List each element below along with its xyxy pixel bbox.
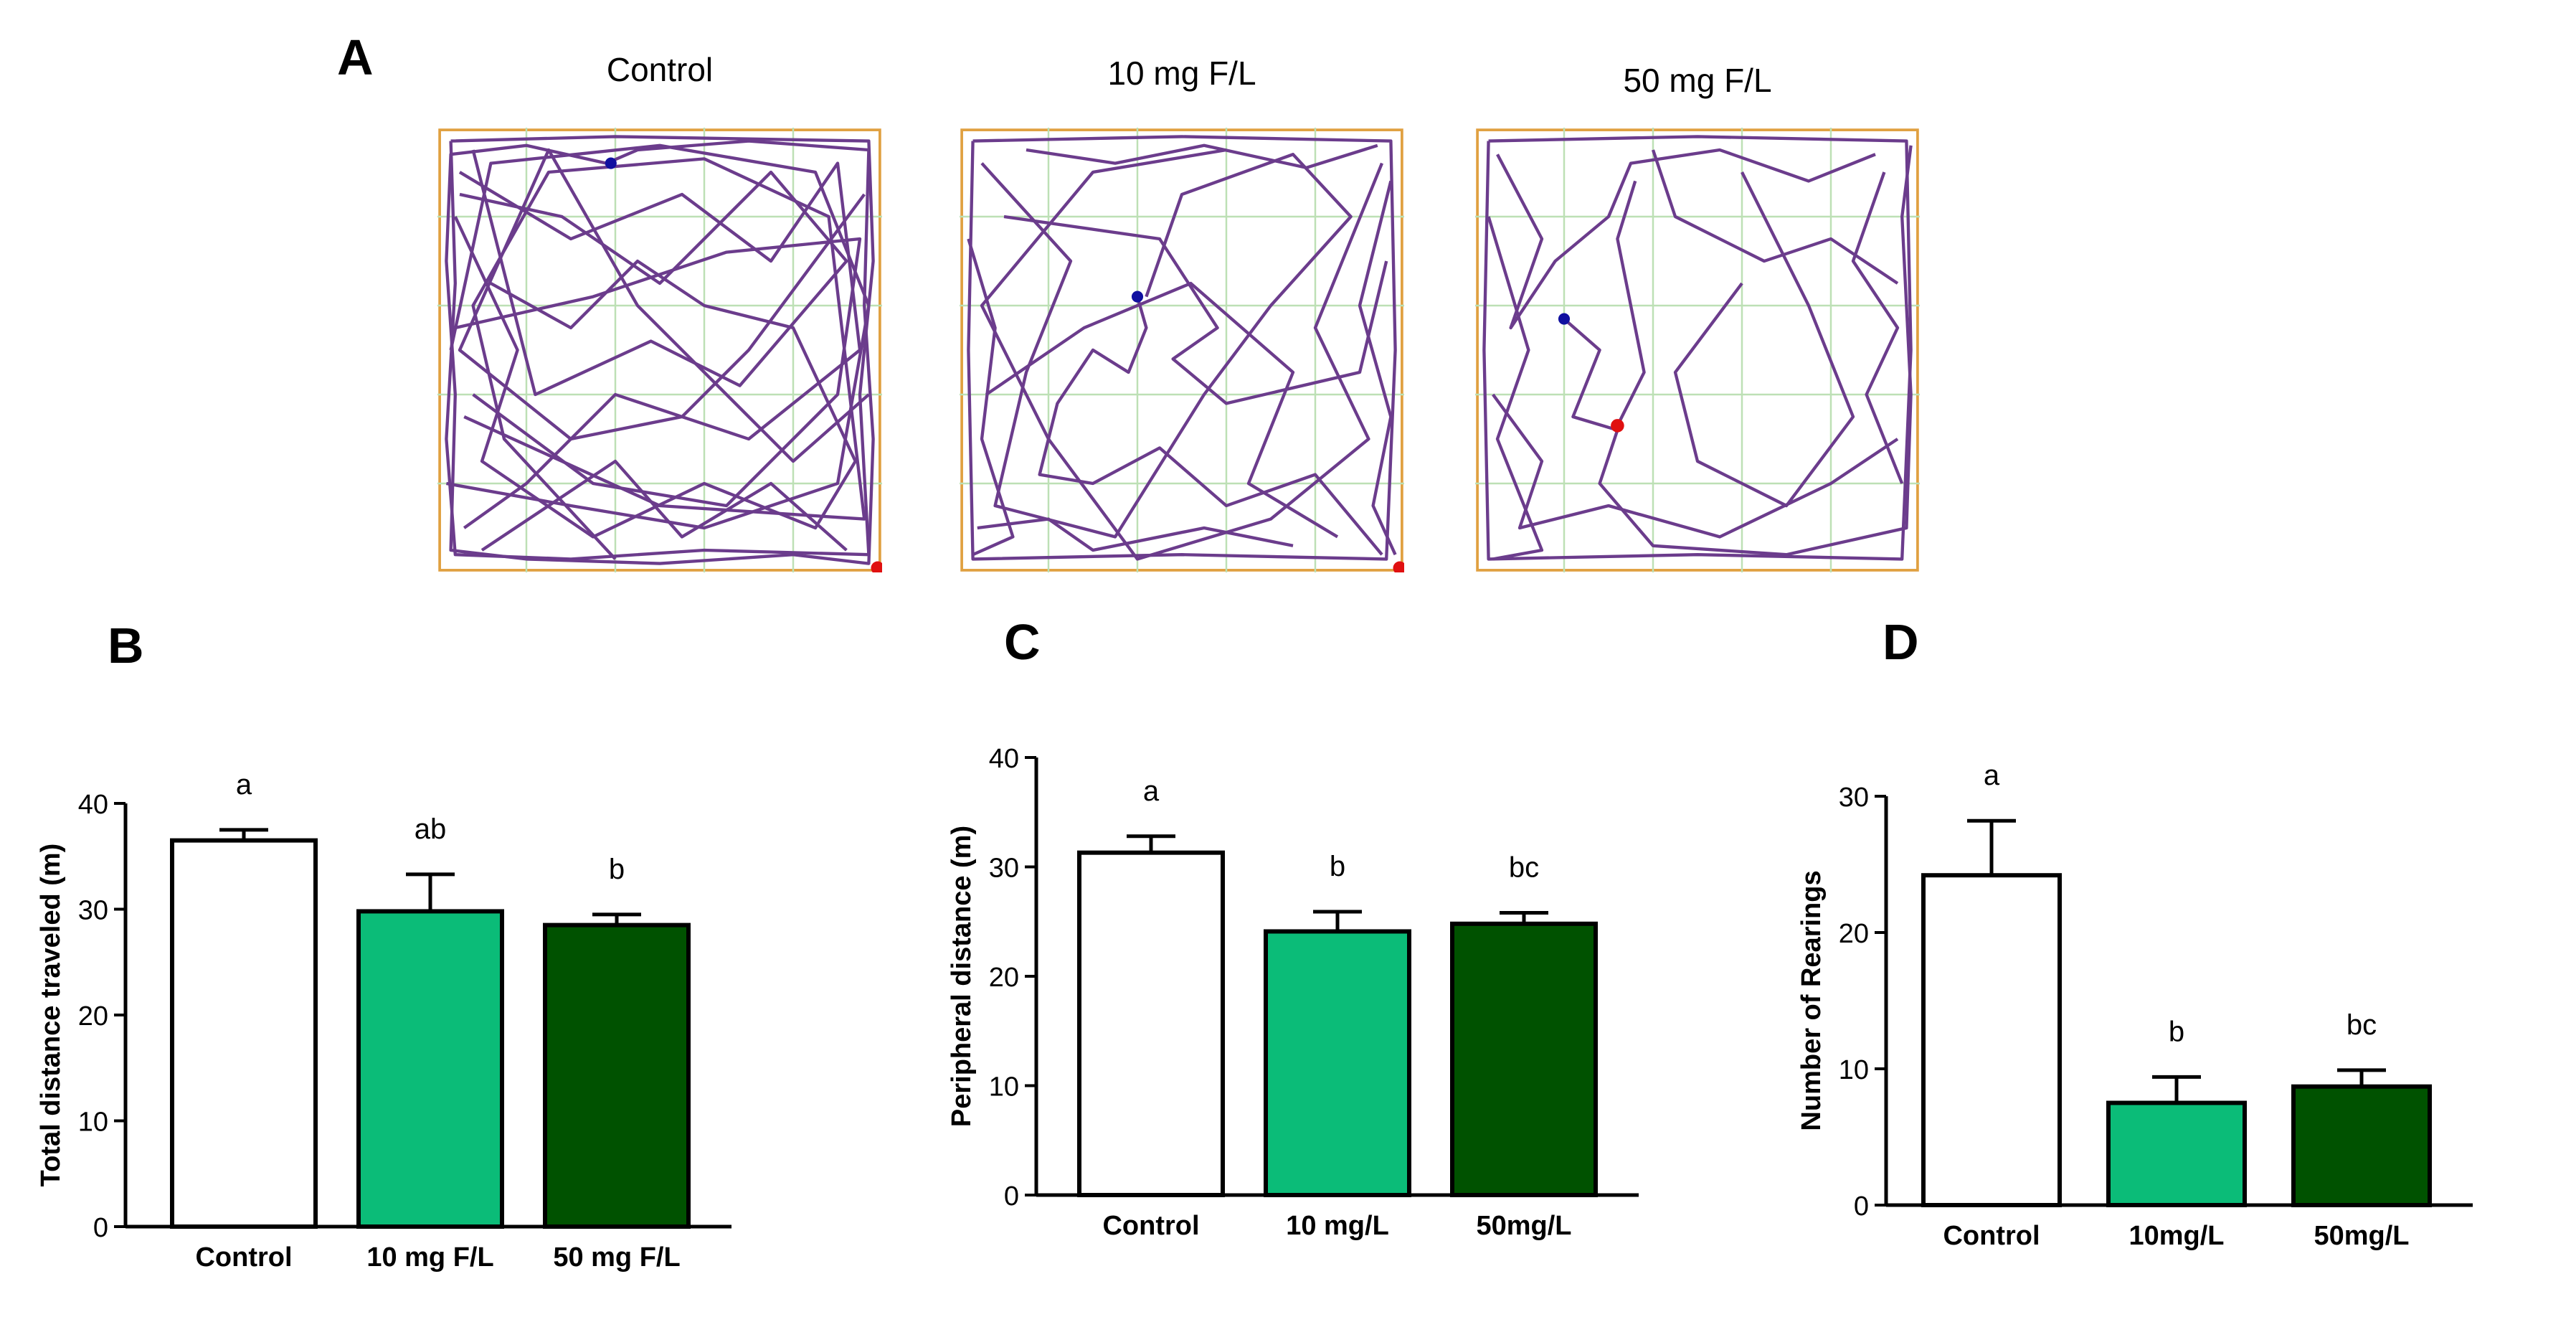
chart-c-svg: 0 10 20 30 40 Peripheral distance (m) a Control…: [947, 744, 1639, 1241]
significance-letter: a: [1984, 760, 2000, 791]
start-dot: [1131, 291, 1144, 303]
significance-letter: b: [2169, 1016, 2184, 1047]
significance-letter: ab: [415, 813, 447, 845]
chart-c: 0 10 20 30 40 Peripheral distance (m) a Control…: [896, 710, 1685, 1284]
x-tick-label: 50 mg F/L: [553, 1242, 680, 1273]
panel-label-c: C: [1004, 614, 1041, 670]
track-title-50mg: 50 mg F/L: [1623, 62, 1772, 99]
end-dot: [871, 561, 882, 572]
bar: [1264, 929, 1411, 1197]
panel-label-d: D: [1883, 614, 1919, 670]
bar: [170, 838, 318, 1229]
significance-letter: b: [1330, 851, 1345, 882]
y-tick-label: 40: [78, 790, 108, 820]
bar: [356, 909, 504, 1229]
panel-label-b: B: [108, 618, 144, 674]
y-tick-label: 30: [989, 854, 1019, 884]
significance-letter: bc: [1509, 852, 1539, 884]
start-dot: [605, 157, 617, 169]
track-title-control: Control: [606, 51, 714, 88]
bar: [2106, 1100, 2247, 1207]
chart-d: 0 10 20 30 Number of Rearings a Control b 10mg/L…: [1779, 710, 2576, 1284]
y-tick-label: 20: [989, 963, 1019, 993]
end-dot: [1611, 419, 1624, 433]
arena-grid: [1475, 128, 1920, 572]
y-tick-label: 20: [1839, 919, 1869, 949]
chart-d-svg: 0 10 20 30 Number of Rearings a Control b 10mg/L…: [1796, 760, 2473, 1251]
arena-control: [437, 128, 882, 572]
y-tick-label: 0: [1854, 1191, 1869, 1222]
x-tick-label: 10mg/L: [2128, 1221, 2224, 1251]
movement-track: [967, 135, 1397, 561]
bar: [1921, 873, 2062, 1207]
track-plot-50mg: [1475, 128, 1920, 572]
arena-50mg: [1475, 128, 1920, 572]
movement-track: [445, 135, 875, 565]
y-tick-label: 40: [989, 744, 1019, 774]
y-axis-label: Number of Rearings: [1796, 870, 1827, 1130]
y-tick-label: 30: [78, 896, 108, 926]
significance-letter: a: [1143, 775, 1160, 807]
x-tick-label: 10 mg/L: [1286, 1211, 1389, 1241]
x-tick-label: Control: [1102, 1211, 1199, 1241]
bar: [543, 922, 691, 1229]
x-tick-label: 50mg/L: [1476, 1211, 1571, 1241]
bar: [1450, 921, 1598, 1197]
panel-label-a: A: [337, 29, 374, 85]
bar: [1077, 850, 1225, 1198]
arena-10mg: [960, 128, 1404, 572]
y-axis-label: Peripheral distance (m): [947, 826, 977, 1127]
track-plot-control: [437, 128, 882, 572]
significance-letter: a: [236, 769, 252, 801]
y-tick-label: 10: [989, 1072, 1019, 1103]
chart-b-svg: 0 10 20 30 40 Total distance traveled (m) a Con…: [36, 769, 731, 1273]
x-tick-label: Control: [1943, 1221, 2040, 1251]
start-dot: [1558, 313, 1571, 325]
end-dot: [1393, 561, 1404, 572]
arena-border: [1476, 128, 1919, 572]
y-axis-label: Total distance traveled (m): [36, 844, 66, 1187]
y-tick-label: 0: [1004, 1181, 1019, 1212]
arena-grid: [960, 128, 1404, 572]
track-plot-10mg: [960, 128, 1404, 572]
y-tick-label: 10: [1839, 1055, 1869, 1085]
bar: [2291, 1084, 2432, 1208]
significance-letter: b: [609, 854, 625, 885]
x-tick-label: Control: [195, 1242, 292, 1273]
y-tick-label: 30: [1839, 783, 1869, 813]
track-title-10mg: 10 mg F/L: [1107, 55, 1256, 92]
y-tick-label: 20: [78, 1001, 108, 1032]
chart-b: 0 10 20 30 40 Total distance traveled (m) a Con…: [0, 717, 789, 1291]
significance-letter: bc: [2347, 1009, 2377, 1041]
y-tick-label: 0: [93, 1213, 108, 1243]
y-tick-label: 10: [78, 1108, 108, 1138]
movement-track: [1482, 135, 1913, 561]
x-tick-label: 10 mg F/L: [366, 1242, 493, 1273]
x-tick-label: 50mg/L: [2314, 1221, 2409, 1251]
